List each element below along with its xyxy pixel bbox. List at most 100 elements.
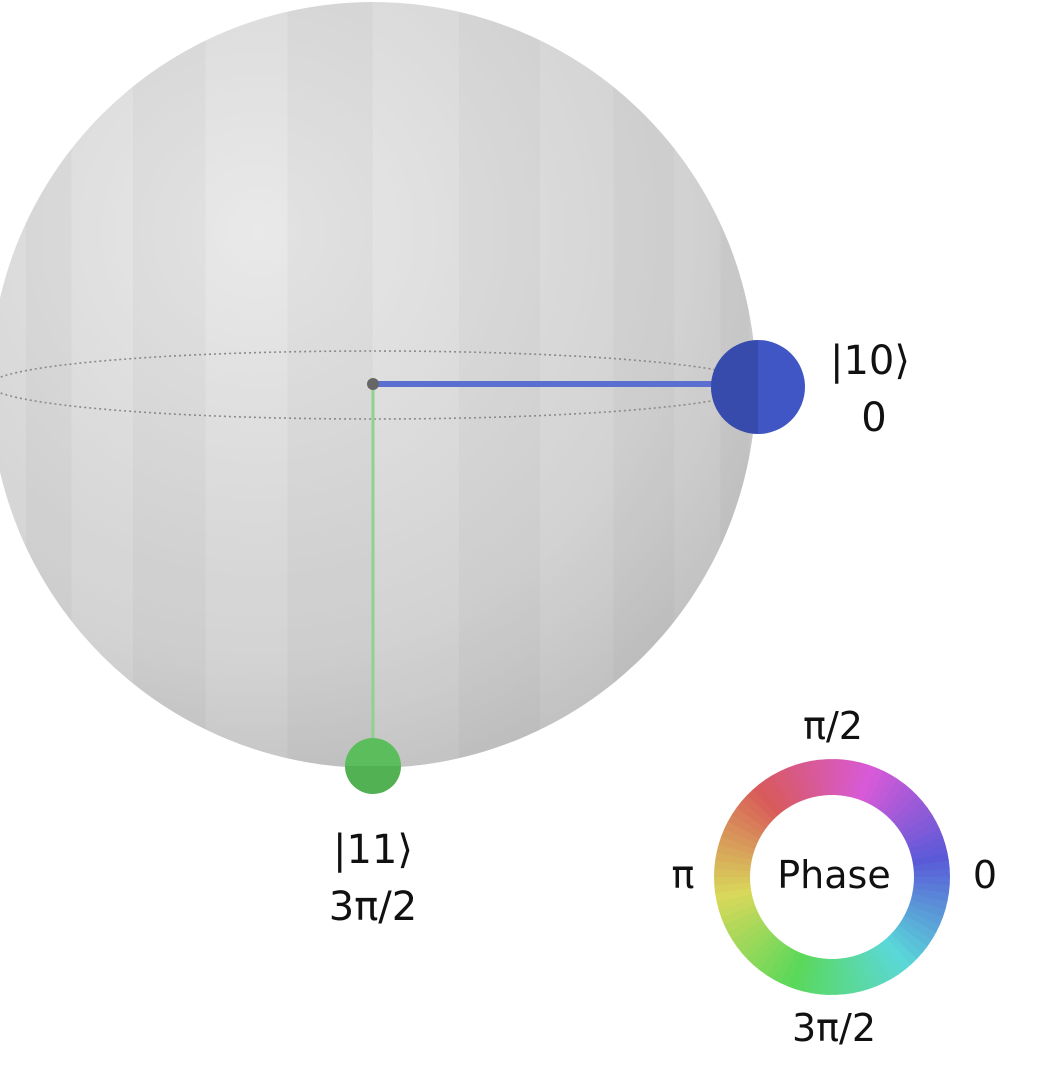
phase-wheel-segment <box>862 767 884 804</box>
phase-wheel-segment <box>803 956 819 994</box>
phase-wheel-segment <box>834 759 845 796</box>
phase-wheel-segment <box>715 888 752 902</box>
phase-wheel-segment <box>795 762 813 800</box>
phase-wheel-segment <box>877 941 905 975</box>
phase-wheel-segment <box>724 821 760 844</box>
phase-wheel-segment <box>904 821 940 844</box>
phase-wheel-segment <box>727 915 763 940</box>
phase-wheel-segment <box>718 899 756 918</box>
state-10-marker <box>711 340 805 434</box>
state-11-phase-label: 3π/2 <box>328 884 418 930</box>
meridian-band <box>0 0 26 780</box>
meridian-band <box>373 0 458 780</box>
phase-wheel-segment <box>877 778 905 813</box>
phase-wheel-segment <box>890 929 923 959</box>
phase-wheel-segment <box>795 954 813 992</box>
phase-wheel-segment <box>714 860 751 872</box>
phase-wheel-segment <box>727 814 763 839</box>
phase-wheel-segment <box>851 762 869 800</box>
meridian-band <box>459 0 540 780</box>
phase-wheel-segment <box>834 958 845 995</box>
sphere-origin-dot <box>367 378 379 390</box>
phase-wheel-top-label: π/2 <box>803 704 863 748</box>
phase-wheel-segment <box>912 888 949 902</box>
phase-wheel-segment <box>901 915 937 940</box>
state-10-ket-label: |10⟩ <box>830 338 910 384</box>
phase-color-wheel <box>714 759 950 995</box>
phase-wheel-segment <box>759 941 787 976</box>
phase-wheel-segment <box>736 925 770 954</box>
meridian-band <box>613 0 674 780</box>
phase-wheel-segment <box>787 953 807 990</box>
meridian-band <box>540 0 613 780</box>
state-10-marker-overlap <box>711 340 758 434</box>
phase-wheel-segment <box>851 954 869 992</box>
phase-wheel-segment <box>857 952 877 990</box>
phase-wheel-segment <box>714 868 751 878</box>
phase-wheel-segment <box>862 950 885 987</box>
phase-wheel-segment <box>898 920 933 947</box>
phase-wheel-bottom-label: 3π/2 <box>791 1006 877 1050</box>
phase-wheel-title: Phase <box>777 853 891 897</box>
phase-wheel-segment <box>772 770 797 807</box>
phase-wheel-segment <box>718 836 755 855</box>
phase-wheel-segment <box>886 933 918 965</box>
phase-wheel-segment <box>857 764 877 801</box>
phase-wheel-segment <box>787 764 807 802</box>
phase-wheel-segment <box>898 807 933 834</box>
meridian-band <box>287 0 372 780</box>
phase-wheel-segment <box>904 910 940 933</box>
meridian-band <box>26 0 72 780</box>
phase-wheel-segment <box>912 852 949 866</box>
phase-wheel-segment <box>765 774 791 810</box>
state-10-phase-label: 0 <box>861 395 887 441</box>
phase-wheel-segment <box>819 759 830 796</box>
phase-wheel-segment <box>741 795 774 825</box>
phase-wheel-segment <box>819 958 830 995</box>
phase-wheel-segment <box>721 905 758 926</box>
phase-wheel-segment <box>714 882 751 894</box>
phase-wheel-segment <box>773 948 797 984</box>
meridian-band <box>133 0 206 780</box>
state-11-marker <box>345 738 401 794</box>
phase-wheel-segment <box>894 924 928 953</box>
phase-wheel-segment <box>846 956 861 994</box>
phase-wheel-segment <box>746 789 778 821</box>
phase-wheel-segment <box>753 937 782 971</box>
phase-wheel-segment <box>913 882 950 894</box>
phase-wheel-segment <box>913 876 950 886</box>
phase-wheel-segment <box>759 779 787 813</box>
meridian-band <box>72 0 133 780</box>
phase-wheel-segment <box>909 899 946 918</box>
phase-wheel-segment <box>747 933 778 965</box>
phase-wheel-segment <box>720 829 758 850</box>
state-11-marker-overlap <box>345 766 401 794</box>
phase-wheel-segment <box>882 937 912 970</box>
phase-wheel-segment <box>724 910 760 933</box>
meridian-band <box>206 0 287 780</box>
phase-wheel-right-label: 0 <box>972 853 998 897</box>
phase-wheel-segment <box>741 929 774 960</box>
phase-wheel-segment <box>716 844 754 861</box>
phase-wheel-segment <box>736 801 770 830</box>
phase-wheel-segment <box>811 759 824 797</box>
phase-wheel-segment <box>716 894 754 910</box>
phase-wheel-segment <box>901 814 937 839</box>
phase-wheel-segment <box>882 783 911 817</box>
phase-wheel-segment <box>906 904 944 925</box>
phase-wheel-segment <box>779 767 802 804</box>
phase-wheel-segment <box>886 789 917 821</box>
phase-wheel-segment <box>906 828 943 849</box>
phase-wheel-segment <box>731 920 766 947</box>
phase-wheel-segment <box>715 852 752 866</box>
phase-wheel-segment <box>845 760 861 798</box>
phase-wheel-segment <box>913 860 950 872</box>
phase-wheel-segment <box>827 958 837 995</box>
phase-wheel-segment <box>752 784 782 817</box>
phase-wheel-segment <box>803 760 818 798</box>
phase-wheel-segment <box>910 844 948 860</box>
sphere-meridian-shading <box>0 0 758 780</box>
phase-wheel-segment <box>867 770 891 806</box>
